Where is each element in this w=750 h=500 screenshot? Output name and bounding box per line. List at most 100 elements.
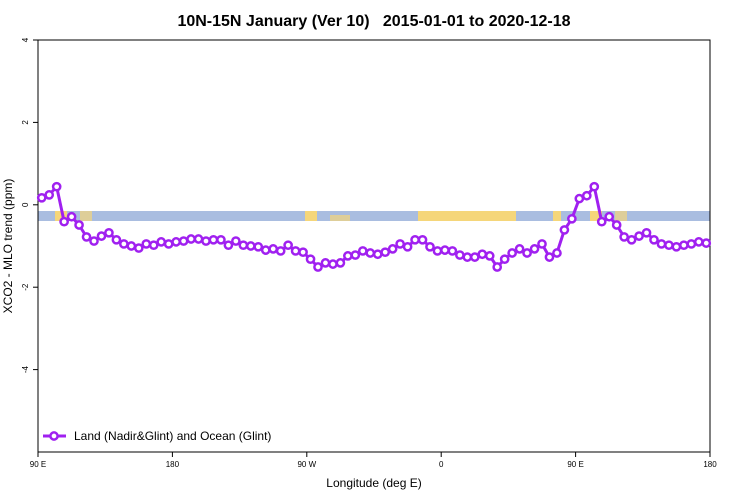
point xyxy=(126,241,137,251)
point xyxy=(552,248,562,258)
point xyxy=(238,240,249,251)
point xyxy=(701,238,712,248)
map-strip xyxy=(38,211,710,221)
y-tick-label: 4 xyxy=(21,37,30,42)
point xyxy=(223,240,234,251)
point xyxy=(537,239,547,249)
x-axis-label: Longitude (deg E) xyxy=(326,476,421,490)
y-tick-label: -4 xyxy=(21,365,30,373)
point xyxy=(395,239,405,249)
point xyxy=(402,241,413,252)
point xyxy=(201,236,211,246)
point xyxy=(604,211,615,222)
point xyxy=(44,190,55,200)
point xyxy=(104,227,114,238)
point xyxy=(432,246,443,256)
point xyxy=(231,236,241,246)
point xyxy=(283,240,293,251)
point xyxy=(447,246,458,256)
point xyxy=(567,213,577,224)
point xyxy=(410,234,420,245)
point xyxy=(507,248,517,258)
point xyxy=(313,262,323,272)
point xyxy=(141,239,152,249)
point xyxy=(425,241,435,252)
point xyxy=(477,249,488,260)
x-tick-label: 90 E xyxy=(567,460,583,469)
point xyxy=(522,248,532,258)
point xyxy=(36,192,47,203)
point xyxy=(268,244,279,254)
point xyxy=(298,247,308,258)
point xyxy=(275,246,286,256)
point xyxy=(589,181,600,192)
point xyxy=(290,246,301,256)
point xyxy=(417,234,428,245)
y-axis-label: XCO2 - MLO trend (ppm) xyxy=(1,179,15,314)
x-tick-label: 0 xyxy=(439,460,444,469)
point xyxy=(596,216,607,227)
point xyxy=(343,251,353,261)
point xyxy=(365,248,376,258)
point xyxy=(111,234,122,245)
point xyxy=(253,241,264,252)
point xyxy=(186,234,196,244)
point xyxy=(51,181,62,192)
point xyxy=(641,227,652,238)
point xyxy=(260,245,271,255)
x-tick-label: 90 E xyxy=(30,460,46,469)
point xyxy=(484,251,495,261)
legend-label: Land (Nadir&Glint) and Ocean (Glint) xyxy=(74,429,271,443)
x-tick-label: 90 W xyxy=(297,460,316,469)
point xyxy=(178,236,189,246)
point xyxy=(119,239,129,249)
x-tick-label: 180 xyxy=(703,460,717,469)
point xyxy=(357,246,368,256)
chart-title: 10N-15N January (Ver 10) 2015-01-01 to 2… xyxy=(177,13,570,30)
point xyxy=(216,234,226,245)
point xyxy=(619,232,629,242)
point xyxy=(529,244,540,254)
point xyxy=(380,247,391,258)
point xyxy=(81,232,92,242)
point xyxy=(686,239,697,249)
point xyxy=(626,234,637,245)
y-tick-label: 0 xyxy=(21,202,30,207)
point xyxy=(148,240,159,251)
point xyxy=(320,258,331,268)
point xyxy=(66,211,77,222)
point xyxy=(492,262,503,272)
point xyxy=(611,220,622,230)
point xyxy=(574,193,585,204)
point xyxy=(305,254,316,265)
point xyxy=(499,254,510,265)
point xyxy=(649,234,659,245)
point xyxy=(693,237,704,247)
point xyxy=(335,258,346,268)
point xyxy=(208,234,219,245)
x-tick-label: 180 xyxy=(166,460,180,469)
point xyxy=(245,241,256,251)
point xyxy=(193,234,204,244)
point xyxy=(462,252,473,262)
point xyxy=(469,252,480,262)
point xyxy=(671,241,682,252)
point xyxy=(163,239,174,249)
point xyxy=(634,231,644,241)
y-tick-label: -2 xyxy=(21,283,30,291)
point xyxy=(96,231,107,241)
point xyxy=(679,240,689,251)
point xyxy=(156,237,167,247)
point xyxy=(350,250,361,260)
point xyxy=(74,220,84,230)
point xyxy=(581,190,592,201)
point xyxy=(59,216,69,227)
point xyxy=(440,245,450,255)
point xyxy=(133,243,144,253)
point xyxy=(514,244,525,254)
point xyxy=(328,259,338,269)
point xyxy=(89,236,99,246)
point xyxy=(455,250,465,260)
point xyxy=(656,239,667,249)
